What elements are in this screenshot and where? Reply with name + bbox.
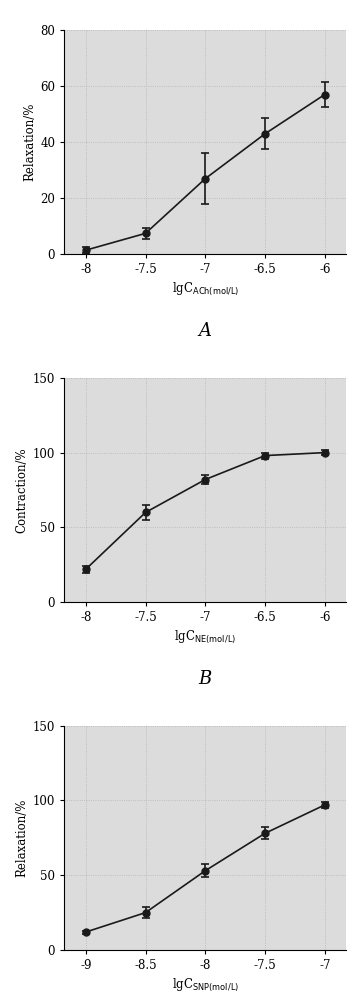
X-axis label: lgC$_{\mathrm{ACh(mol/L)}}$: lgC$_{\mathrm{ACh(mol/L)}}$ [172, 281, 239, 297]
Y-axis label: Relaxation/%: Relaxation/% [23, 103, 36, 181]
Y-axis label: Contraction/%: Contraction/% [16, 447, 29, 533]
Text: A: A [199, 322, 212, 340]
X-axis label: lgC$_{\mathrm{NE(mol/L)}}$: lgC$_{\mathrm{NE(mol/L)}}$ [174, 628, 236, 645]
X-axis label: lgC$_{\mathrm{SNP(mol/L)}}$: lgC$_{\mathrm{SNP(mol/L)}}$ [172, 976, 239, 993]
Y-axis label: Relaxation/%: Relaxation/% [16, 799, 29, 877]
Text: B: B [198, 670, 212, 688]
